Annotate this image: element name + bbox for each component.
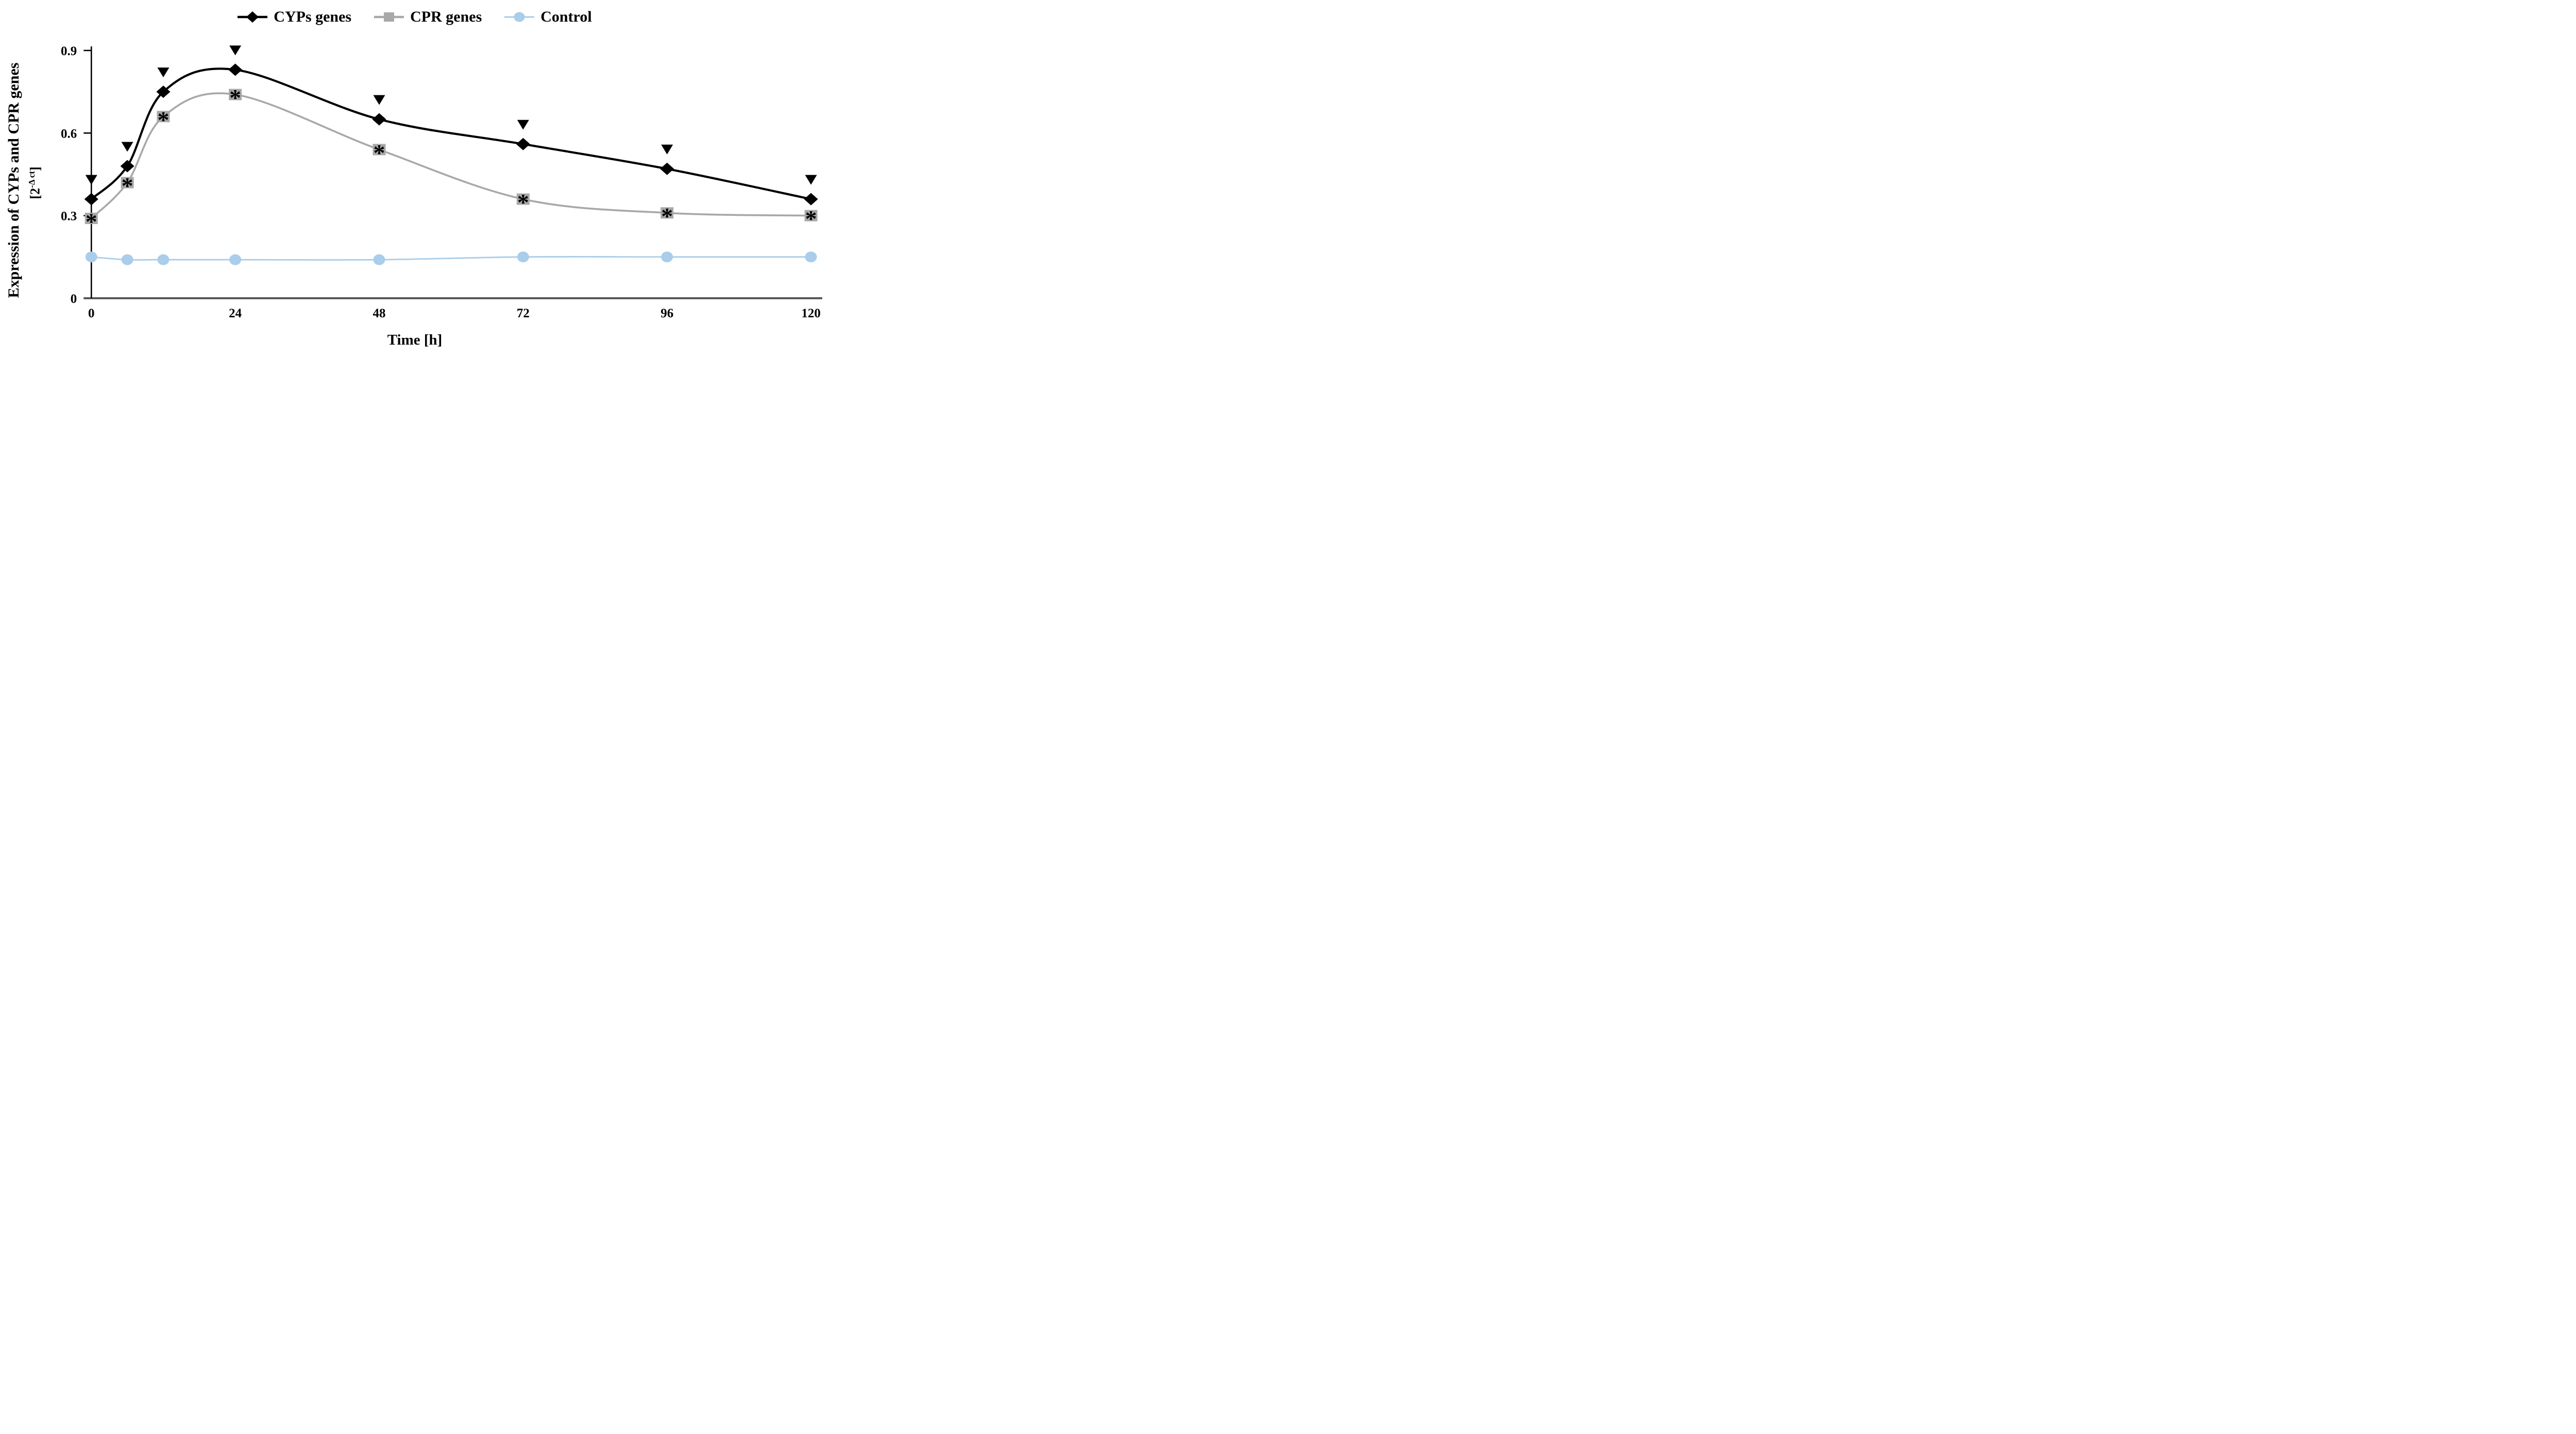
significance-asterisk-icon: * (517, 189, 529, 215)
legend-item-cpr-genes: CPR genes (374, 8, 482, 26)
x-tick-label: 96 (660, 306, 673, 320)
cpr-square-marker (660, 207, 674, 219)
y-tick-label: 0 (71, 292, 77, 306)
series-line-cpr (91, 92, 811, 219)
x-tick-label: 120 (801, 306, 821, 320)
significance-asterisk-icon: * (374, 140, 385, 166)
significance-asterisk-icon: * (805, 206, 817, 232)
legend-swatch-svg (238, 11, 268, 23)
legend: CYPs genes CPR genes Control (0, 8, 829, 26)
cyps-diamond-legend-icon (238, 11, 268, 23)
gene-expression-line-chart: CYPs genes CPR genes Control Expression … (0, 0, 829, 358)
significance-triangle-icon (661, 144, 673, 155)
cpr-square-marker (121, 177, 134, 189)
legend-label-cyps-genes: CYPs genes (274, 8, 352, 25)
legend-swatch-svg (374, 12, 404, 22)
cyps-diamond-marker (156, 86, 171, 98)
significance-triangle-icon (157, 67, 170, 78)
significance-asterisk-icon: * (661, 203, 673, 229)
legend-item-cyps-genes: CYPs genes (238, 8, 351, 26)
control-circle-marker (661, 251, 673, 263)
legend-marker-icon (246, 11, 259, 23)
control-circle-marker (805, 251, 817, 263)
control-circle-marker (157, 254, 170, 265)
cpr-square-legend-icon (374, 11, 404, 23)
cpr-square-marker (804, 210, 818, 221)
y-tick-label: 0.9 (61, 44, 77, 58)
significance-asterisk-icon: * (157, 107, 169, 133)
control-circle-marker (517, 251, 529, 263)
cpr-square-marker (516, 193, 530, 205)
control-circle-marker (121, 254, 133, 265)
significance-triangle-icon (121, 142, 133, 152)
significance-triangle-icon (373, 95, 385, 105)
legend-marker-icon (514, 12, 525, 22)
x-axis-title: Time [h] (387, 332, 443, 348)
series-line-cyps (90, 67, 811, 200)
significance-asterisk-icon: * (86, 209, 97, 235)
cyps-diamond-marker (660, 162, 674, 175)
cpr-square-marker (229, 89, 242, 100)
legend-label-cpr-genes: CPR genes (410, 8, 482, 25)
legend-marker-icon (384, 12, 395, 22)
control-circle-legend-icon (504, 11, 535, 23)
y-tick-label: 0.3 (61, 210, 77, 224)
chart-plot-area: 0 0.3 0.6 0.9 0 24 48 72 96 120 * * * * * * * * (61, 44, 822, 320)
control-circle-marker (85, 251, 97, 263)
control-circle-marker (373, 254, 385, 265)
control-circle-marker (229, 254, 242, 265)
significance-triangle-icon (517, 120, 529, 130)
significance-triangle-icon (229, 45, 242, 56)
significance-triangle-icon (85, 175, 97, 185)
significance-asterisk-icon: * (229, 84, 241, 111)
significance-triangle-icon (805, 175, 817, 185)
cyps-diamond-marker (120, 160, 134, 173)
significance-asterisk-icon: * (122, 173, 133, 199)
cpr-square-marker (372, 144, 386, 156)
cpr-square-marker (84, 213, 98, 225)
cyps-diamond-marker (372, 113, 386, 126)
cyps-diamond-marker (84, 193, 98, 206)
series-line-control (91, 256, 811, 261)
x-tick-label: 72 (517, 306, 530, 320)
cpr-square-marker (157, 111, 170, 123)
cyps-diamond-marker (804, 193, 818, 206)
legend-label-control: Control (540, 8, 592, 25)
legend-item-control: Control (504, 8, 592, 26)
x-tick-label: 0 (88, 306, 95, 320)
legend-swatch-svg (504, 12, 535, 22)
cyps-diamond-marker (228, 63, 243, 76)
cyps-diamond-marker (516, 138, 530, 150)
x-tick-label: 24 (229, 306, 242, 320)
x-tick-label: 48 (373, 306, 386, 320)
y-tick-label: 0.6 (61, 127, 77, 141)
